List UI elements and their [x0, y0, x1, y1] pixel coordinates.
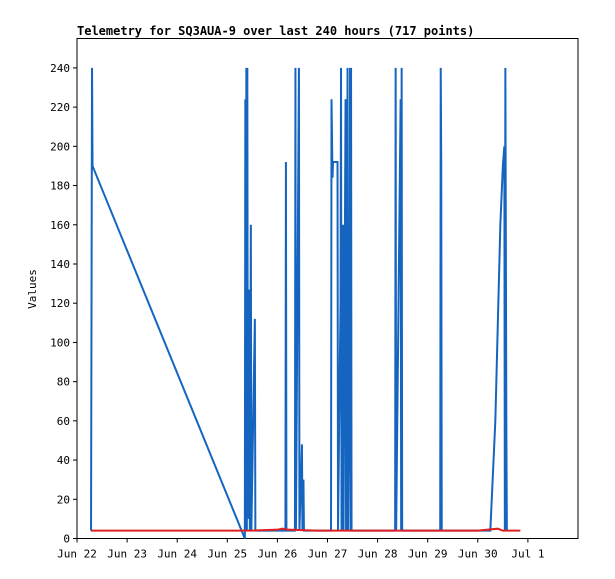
x-tick-label: Jun 30 [458, 548, 498, 561]
x-tick-label: Jun 25 [207, 548, 247, 561]
y-tick-label: 240 [50, 62, 70, 75]
x-tick-label: Jun 27 [308, 548, 348, 561]
y-tick-label: 180 [50, 180, 70, 193]
y-axis-ticks: 0 20 40 60 80 100 120 140 160 180 200 220 240 [50, 62, 77, 546]
y-tick-label: 160 [50, 219, 70, 232]
y-tick-label: 0 [63, 533, 70, 546]
x-tick-label: Jun 29 [408, 548, 448, 561]
x-tick-label: Jun 28 [358, 548, 398, 561]
series-line-2 [91, 527, 521, 532]
x-tick-label: Jun 24 [157, 548, 197, 561]
series-line-1 [90, 67, 508, 539]
y-tick-label: 220 [50, 101, 70, 114]
y-tick-label: 60 [57, 415, 70, 428]
x-tick-label: Jun 22 [57, 548, 97, 561]
data-series [90, 67, 521, 539]
y-tick-label: 140 [50, 258, 70, 271]
x-tick-label: Jun 23 [107, 548, 147, 561]
x-tick-label: Jun 26 [258, 548, 298, 561]
chart-title: Telemetry for SQ3AUA-9 over last 240 hou… [77, 24, 474, 38]
y-tick-label: 80 [57, 376, 70, 389]
y-tick-label: 120 [50, 297, 70, 310]
x-axis-ticks: Jun 22 Jun 23 Jun 24 Jun 25 Jun 26 Jun 27 Jun … [57, 538, 544, 561]
y-axis-label: Values [26, 269, 39, 309]
y-tick-label: 200 [50, 140, 70, 153]
y-tick-label: 100 [50, 336, 70, 349]
x-tick-label: Jul 1 [511, 548, 544, 561]
y-tick-label: 40 [57, 454, 70, 467]
y-tick-label: 20 [57, 493, 70, 506]
